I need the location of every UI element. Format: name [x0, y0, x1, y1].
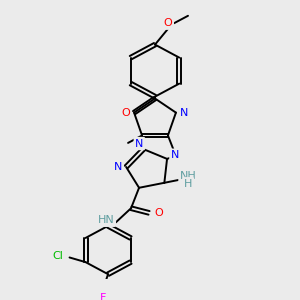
- Text: H: H: [184, 179, 193, 189]
- Text: Cl: Cl: [52, 250, 63, 261]
- Text: N: N: [114, 162, 122, 172]
- Text: O: O: [122, 108, 130, 118]
- Text: HN: HN: [98, 215, 114, 225]
- Text: F: F: [100, 293, 106, 300]
- Text: NH: NH: [180, 171, 197, 181]
- Text: N: N: [171, 150, 179, 160]
- Text: O: O: [155, 208, 164, 218]
- Text: O: O: [164, 18, 172, 28]
- Text: N: N: [135, 139, 144, 148]
- Text: N: N: [180, 108, 188, 118]
